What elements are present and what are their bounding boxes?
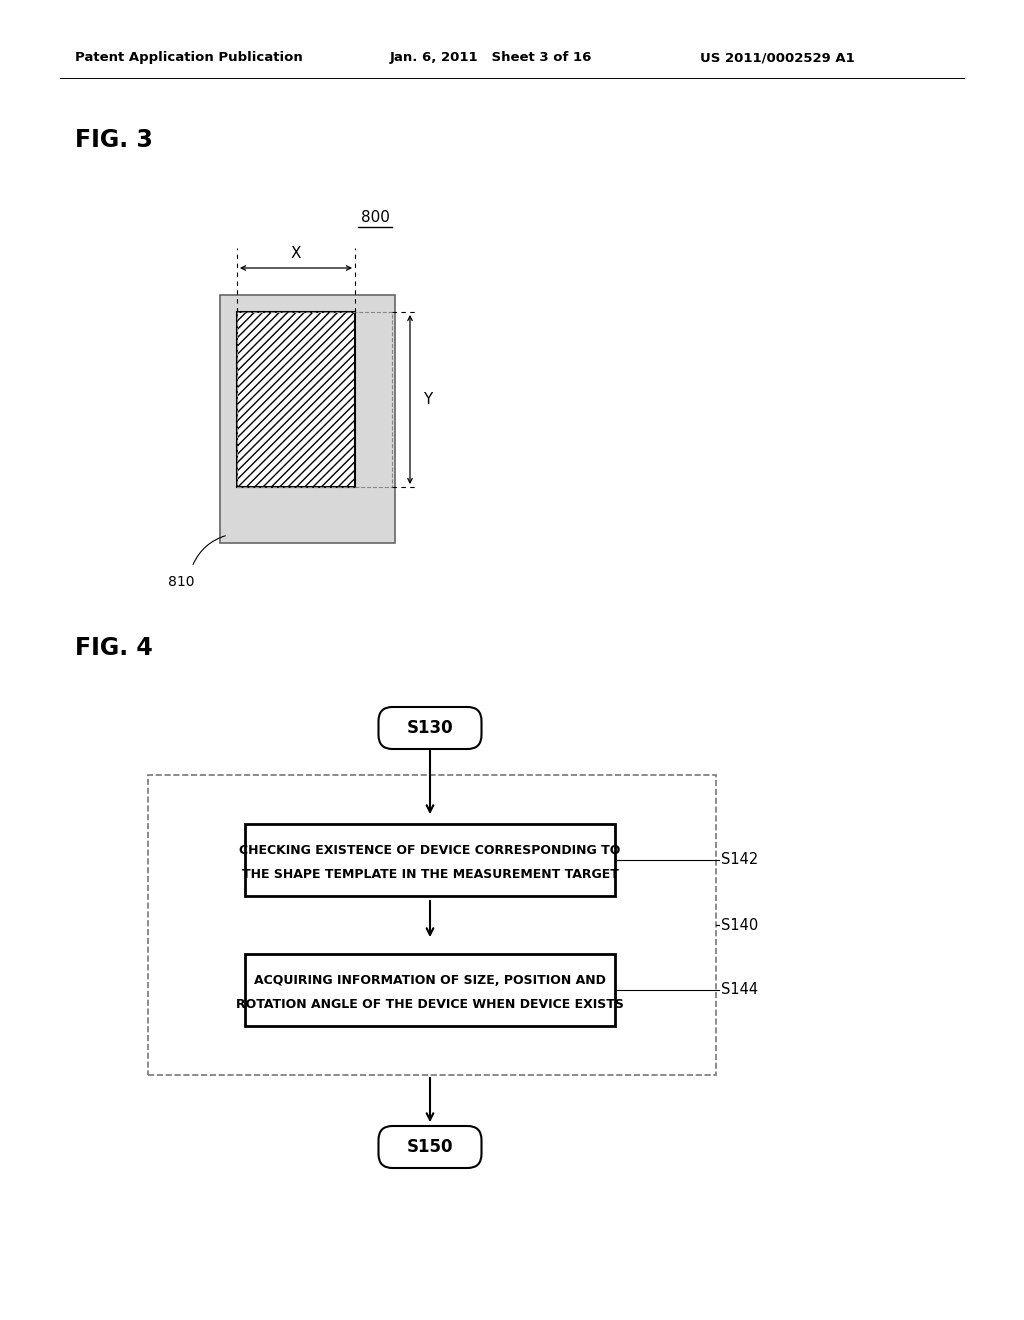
Text: ACQUIRING INFORMATION OF SIZE, POSITION AND: ACQUIRING INFORMATION OF SIZE, POSITION … xyxy=(254,974,606,986)
Text: US 2011/0002529 A1: US 2011/0002529 A1 xyxy=(700,51,855,65)
Text: Y: Y xyxy=(423,392,432,407)
Text: CHECKING EXISTENCE OF DEVICE CORRESPONDING TO: CHECKING EXISTENCE OF DEVICE CORRESPONDI… xyxy=(240,843,621,857)
Text: X: X xyxy=(291,247,301,261)
Bar xyxy=(237,312,392,487)
Text: THE SHAPE TEMPLATE IN THE MEASUREMENT TARGET: THE SHAPE TEMPLATE IN THE MEASUREMENT TA… xyxy=(242,867,618,880)
Text: ROTATION ANGLE OF THE DEVICE WHEN DEVICE EXISTS: ROTATION ANGLE OF THE DEVICE WHEN DEVICE… xyxy=(237,998,624,1011)
Text: S140: S140 xyxy=(721,917,758,932)
Text: S130: S130 xyxy=(407,719,454,737)
FancyBboxPatch shape xyxy=(379,1126,481,1168)
Text: Patent Application Publication: Patent Application Publication xyxy=(75,51,303,65)
Bar xyxy=(237,312,355,487)
Bar xyxy=(245,954,615,1026)
Text: S142: S142 xyxy=(721,853,758,867)
Bar xyxy=(245,824,615,896)
Text: S150: S150 xyxy=(407,1138,454,1156)
Bar xyxy=(148,775,716,1074)
Text: FIG. 4: FIG. 4 xyxy=(75,636,153,660)
Text: 800: 800 xyxy=(360,210,389,226)
Text: 810: 810 xyxy=(168,576,195,589)
FancyBboxPatch shape xyxy=(379,708,481,748)
Text: Jan. 6, 2011   Sheet 3 of 16: Jan. 6, 2011 Sheet 3 of 16 xyxy=(390,51,592,65)
Text: S144: S144 xyxy=(721,982,758,998)
Bar xyxy=(220,294,395,543)
Text: FIG. 3: FIG. 3 xyxy=(75,128,153,152)
